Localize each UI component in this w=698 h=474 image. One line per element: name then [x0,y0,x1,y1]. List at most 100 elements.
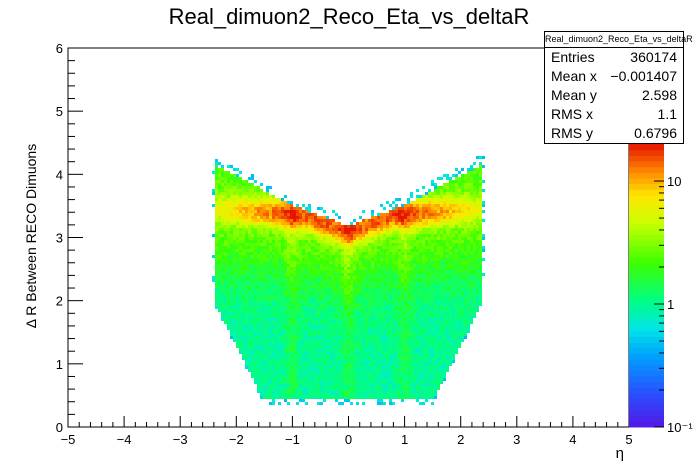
heat-cell [293,360,296,363]
heat-cell [353,357,356,360]
heat-cell [263,312,266,315]
heat-cell [272,390,275,393]
heat-cell [383,384,386,387]
heat-cell [215,189,218,192]
heat-cell [347,309,350,312]
heat-cell [290,339,293,342]
heat-cell [356,393,359,396]
heat-cell [365,252,368,255]
heat-cell [416,288,419,291]
heat-cell [371,306,374,309]
heat-cell [260,378,263,381]
heat-cell [326,267,329,270]
heat-cell [314,300,317,303]
heat-cell [389,372,392,375]
heat-cell [239,225,242,228]
heat-cell [248,306,251,309]
heat-cell [347,315,350,318]
heat-cell [341,282,344,285]
heat-cell [326,222,329,225]
heat-cell [380,336,383,339]
heat-cell [224,225,227,228]
heat-cell [419,234,422,237]
heat-cell [317,273,320,276]
heat-cell [404,273,407,276]
heat-cell [218,249,221,252]
heat-cell [248,336,251,339]
heat-cell [266,255,269,258]
heat-cell [431,279,434,282]
heat-cell [386,369,389,372]
heat-cell [224,306,227,309]
heat-cell [257,321,260,324]
heat-cell [338,372,341,375]
heat-cell [233,288,236,291]
heat-cell [320,300,323,303]
heat-cell [350,366,353,369]
heat-cell [236,330,239,333]
heat-cell [302,333,305,336]
heat-cell [395,276,398,279]
heat-cell [326,255,329,258]
heat-cell [269,234,272,237]
heat-cell [251,207,254,210]
heat-cell [290,225,293,228]
heat-cell [434,195,437,198]
heat-cell [326,369,329,372]
heat-cell [353,237,356,240]
heat-cell [215,195,218,198]
heat-cell [389,234,392,237]
heat-cell [218,171,221,174]
heat-cell [290,381,293,384]
heat-cell [341,315,344,318]
heat-cell [230,249,233,252]
heat-cell [299,360,302,363]
heat-cell [248,189,251,192]
heat-cell [269,351,272,354]
heat-cell [293,339,296,342]
heat-cell [392,315,395,318]
heat-cell [317,381,320,384]
heat-cell [305,210,308,213]
heat-cell [434,381,437,384]
heat-cell [425,357,428,360]
heat-cell [293,366,296,369]
heat-cell [239,246,242,249]
heat-cell [269,261,272,264]
heat-cell [356,318,359,321]
heat-cell [422,258,425,261]
heat-cell [245,312,248,315]
heat-cell [404,234,407,237]
heat-cell [425,351,428,354]
heat-cell [344,291,347,294]
heat-cell [248,219,251,222]
heat-cell [431,321,434,324]
heat-cell [242,333,245,336]
heat-cell [347,261,350,264]
heat-cell [221,270,224,273]
heat-cell [230,240,233,243]
heat-cell [269,354,272,357]
heat-cell [224,192,227,195]
heat-cell [266,309,269,312]
heat-cell [416,339,419,342]
heat-cell [335,345,338,348]
heat-cell [284,258,287,261]
heat-cell [344,324,347,327]
heat-cell [425,390,428,393]
heat-cell [350,243,353,246]
heat-cell [305,243,308,246]
heat-cell [440,342,443,345]
heat-cell [242,279,245,282]
heat-cell [212,255,215,258]
heat-cell [407,279,410,282]
heat-cell [407,339,410,342]
heat-cell [302,399,305,402]
heat-cell [320,396,323,399]
heat-cell [416,249,419,252]
heat-cell [437,321,440,324]
heat-cell [392,402,395,405]
heat-cell [398,333,401,336]
heat-cell [320,246,323,249]
heat-cell [347,354,350,357]
